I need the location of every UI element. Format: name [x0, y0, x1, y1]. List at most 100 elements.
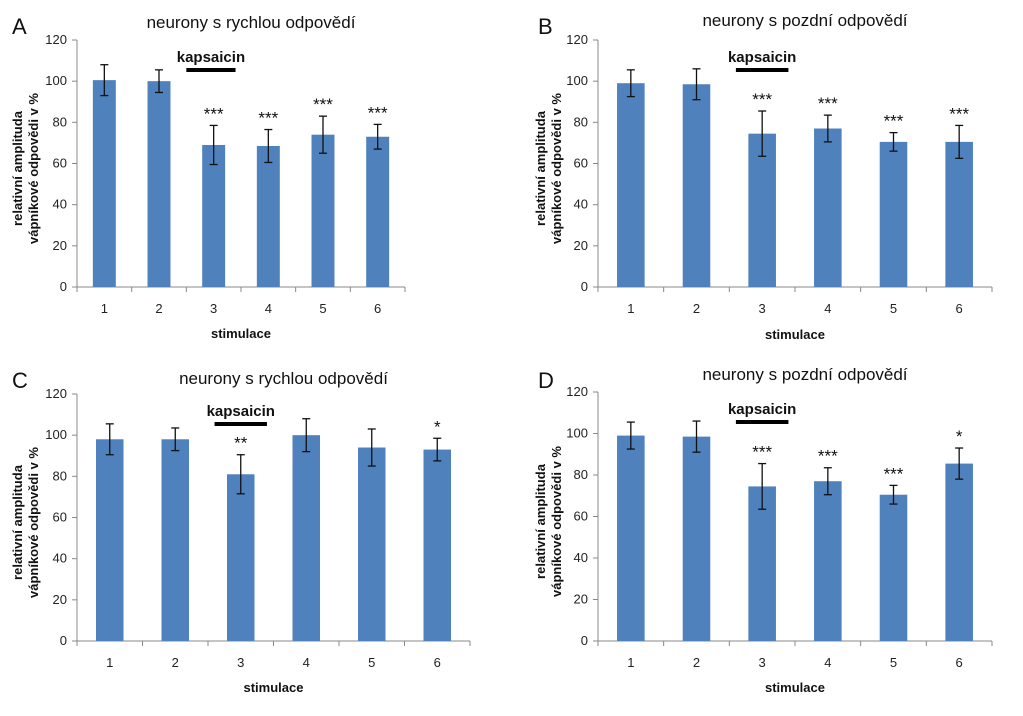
x-tick-label: 4	[265, 301, 272, 316]
x-tick-label: 6	[374, 301, 381, 316]
y-tick-label: 20	[574, 592, 588, 607]
x-axis-title: stimulace	[211, 326, 271, 341]
y-tick-label: 20	[574, 238, 588, 253]
kapsaicin-label: kapsaicin	[177, 49, 245, 66]
significance-marker: ***	[949, 104, 969, 123]
x-axis-title: stimulace	[765, 327, 825, 342]
y-tick-label: 120	[45, 32, 67, 47]
x-tick-label: 1	[106, 655, 113, 670]
bar	[748, 486, 776, 641]
x-tick-label: 1	[101, 301, 108, 316]
y-tick-label: 40	[53, 197, 67, 212]
y-axis-title-line2: vápníkové odpovědi v %	[549, 446, 564, 597]
y-tick-label: 80	[53, 468, 67, 483]
significance-marker: *	[434, 417, 441, 436]
x-tick-label: 2	[693, 655, 700, 670]
bar	[147, 81, 171, 288]
y-axis-title-line1: relativní amplituda	[10, 110, 25, 226]
panel-letter: D	[538, 368, 554, 393]
y-tick-label: 60	[574, 509, 588, 524]
x-axis-title: stimulace	[765, 680, 825, 695]
significance-marker: ***	[368, 103, 388, 122]
y-axis-title-line2: vápníkové odpovědi v %	[26, 93, 41, 244]
x-tick-label: 5	[319, 301, 326, 316]
x-tick-label: 2	[172, 655, 179, 670]
x-tick-label: 6	[956, 655, 963, 670]
kapsaicin-label: kapsaicin	[728, 401, 796, 418]
bar	[92, 80, 116, 287]
bar	[945, 141, 973, 287]
significance-marker: **	[234, 434, 248, 453]
x-tick-label: 2	[693, 301, 700, 316]
y-tick-label: 40	[53, 551, 67, 566]
kapsaicin-label: kapsaicin	[728, 49, 796, 66]
significance-marker: ***	[818, 447, 838, 466]
x-tick-label: 3	[210, 301, 217, 316]
y-tick-label: 40	[574, 550, 588, 565]
y-tick-label: 20	[53, 592, 67, 607]
significance-marker: ***	[884, 112, 904, 131]
y-tick-label: 100	[566, 73, 588, 88]
y-tick-label: 20	[53, 238, 67, 253]
bar	[311, 134, 335, 287]
bar	[95, 439, 124, 641]
y-axis-title-line1: relativní amplituda	[533, 463, 548, 579]
y-axis-title-line2: vápníkové odpovědi v %	[26, 447, 41, 598]
bar	[292, 435, 321, 641]
y-tick-label: 100	[45, 427, 67, 442]
y-tick-label: 120	[566, 384, 588, 399]
x-tick-label: 4	[824, 655, 831, 670]
y-tick-label: 40	[574, 197, 588, 212]
significance-marker: ***	[818, 94, 838, 113]
bar	[879, 494, 908, 641]
chart-title: neurony s rychlou odpovědí	[147, 13, 356, 32]
x-tick-label: 4	[303, 655, 310, 670]
x-axis-title: stimulace	[244, 680, 304, 695]
x-tick-label: 5	[890, 655, 897, 670]
y-axis-title-line1: relativní amplituda	[10, 464, 25, 580]
bar	[814, 481, 842, 641]
x-tick-label: 1	[627, 301, 634, 316]
significance-marker: ***	[313, 95, 333, 114]
bar	[682, 436, 711, 641]
kapsaicin-label: kapsaicin	[207, 403, 275, 420]
panel-letter: C	[12, 368, 28, 393]
y-tick-label: 80	[53, 114, 67, 129]
x-tick-label: 4	[824, 301, 831, 316]
y-tick-label: 0	[60, 633, 67, 648]
y-axis-title-line1: relativní amplituda	[533, 110, 548, 226]
significance-marker: ***	[752, 90, 772, 109]
y-tick-label: 60	[53, 156, 67, 171]
y-tick-label: 100	[45, 73, 67, 88]
x-tick-label: 2	[155, 301, 162, 316]
x-tick-label: 1	[627, 655, 634, 670]
y-tick-label: 80	[574, 114, 588, 129]
x-tick-label: 3	[759, 301, 766, 316]
panel-letter: B	[538, 14, 553, 39]
significance-marker: ***	[258, 109, 278, 128]
bar	[357, 447, 386, 641]
y-tick-label: 60	[574, 156, 588, 171]
y-tick-label: 0	[581, 279, 588, 294]
chart-title: neurony s pozdní odpovědí	[702, 365, 907, 384]
significance-marker: ***	[204, 104, 224, 123]
bar	[226, 474, 255, 641]
x-tick-label: 3	[237, 655, 244, 670]
x-tick-label: 6	[434, 655, 441, 670]
panel-letter: A	[12, 14, 27, 39]
bar	[256, 146, 280, 287]
significance-marker: ***	[752, 443, 772, 462]
y-tick-label: 120	[45, 386, 67, 401]
bar	[423, 449, 452, 641]
bar	[814, 128, 842, 287]
y-tick-label: 0	[60, 279, 67, 294]
bar	[617, 435, 645, 641]
x-tick-label: 6	[956, 301, 963, 316]
y-axis-title-line2: vápníkové odpovědi v %	[549, 93, 564, 244]
y-tick-label: 100	[566, 426, 588, 441]
